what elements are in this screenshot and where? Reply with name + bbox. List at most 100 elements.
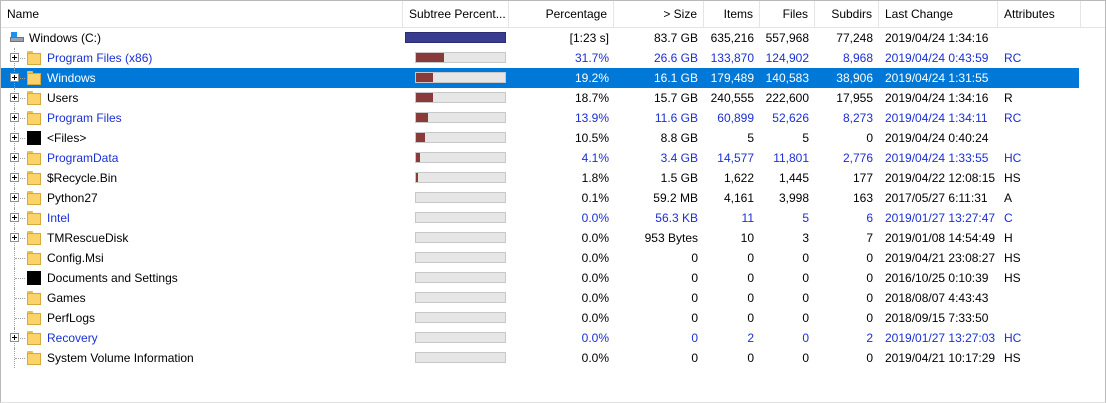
table-row[interactable]: Games 0.0% 0 0 0 0 2018/08/07 4:43:43 (1, 288, 1079, 308)
header-attributes[interactable]: Attributes (998, 1, 1081, 27)
header-files[interactable]: Files (760, 1, 815, 27)
subtree-percent-bar (415, 172, 506, 183)
header-size[interactable]: > Size (614, 1, 704, 27)
folder-body (27, 193, 41, 205)
table-row[interactable]: TMRescueDisk 0.0% 953 Bytes 10 3 7 2019/01/08 … (1, 228, 1079, 248)
subtree-percent-bar (415, 132, 506, 143)
size-cell: 0 (691, 311, 698, 325)
expand-plus-icon[interactable] (10, 333, 19, 342)
attributes-cell: HC (1004, 151, 1022, 165)
table-row[interactable]: Intel 0.0% 56.3 KB 11 5 6 2019/01/27 13:27:47 C (1, 208, 1079, 228)
folder-icon (27, 71, 41, 85)
header-subtree-percent[interactable]: Subtree Percent... (403, 1, 509, 27)
table-row[interactable]: System Volume Information 0.0% 0 0 0 0 2019/04… (1, 348, 1079, 368)
subtree-percent-bar (415, 212, 506, 223)
tree-branch (15, 318, 25, 320)
expand-plus-icon[interactable] (10, 113, 19, 122)
table-row[interactable]: Program Files 13.9% 11.6 GB 60,899 52,626 8,2… (1, 108, 1079, 128)
expand-plus-icon[interactable] (10, 53, 19, 62)
last-change-cell: 2019/04/22 12:08:15 (885, 171, 996, 185)
subtree-percent-bar (415, 292, 506, 303)
table-row[interactable]: $Recycle.Bin 1.8% 1.5 GB 1,622 1,445 177 2019/… (1, 168, 1079, 188)
subtree-percent-bar (405, 32, 506, 43)
subtree-percent-bar (415, 112, 506, 123)
subtree-percent-fill (416, 113, 428, 122)
subtree-percent-fill (416, 93, 433, 102)
subdirs-cell: 6 (866, 211, 873, 225)
table-row[interactable]: Python27 0.1% 59.2 MB 4,161 3,998 163 2017/05/… (1, 188, 1079, 208)
table-row[interactable]: Program Files (x86) 31.7% 26.6 GB 133,870 12… (1, 48, 1079, 68)
table-row[interactable]: Recovery 0.0% 0 2 0 2 2019/01/27 13:27:03 HC (1, 328, 1079, 348)
files-cell: 124,902 (765, 51, 809, 65)
last-change-cell: 2019/01/08 14:54:49 (885, 231, 996, 245)
folder-icon (27, 331, 41, 345)
table-row[interactable]: Windows (C:) [1:23 s] 83.7 GB 635,216 557,96… (1, 28, 1079, 48)
tree-branch (15, 358, 25, 360)
table-row[interactable]: <Files> 10.5% 8.8 GB 5 5 0 2019/04/24 0:40:24 (1, 128, 1079, 148)
table-row[interactable]: PerfLogs 0.0% 0 0 0 0 2018/09/15 7:33:50 (1, 308, 1079, 328)
table-row[interactable]: Windows 19.2% 16.1 GB 179,489 140,583 38,906 2… (1, 68, 1079, 88)
folder-body (27, 53, 41, 65)
folder-body (27, 313, 41, 325)
folder-icon (27, 151, 41, 165)
table-row[interactable]: Documents and Settings 0.0% 0 0 0 0 2016/10/25… (1, 268, 1079, 288)
expand-plus-icon[interactable] (10, 213, 19, 222)
expand-plus-icon[interactable] (10, 93, 19, 102)
items-cell: 0 (747, 351, 754, 365)
folder-tab (27, 351, 33, 354)
attributes-cell: R (1004, 91, 1013, 105)
attributes-cell (1004, 128, 1074, 148)
header-items[interactable]: Items (704, 1, 760, 27)
files-cell: 140,583 (765, 71, 809, 85)
subdirs-cell: 77,248 (836, 31, 873, 45)
name-cell: Games (47, 291, 86, 305)
subdirs-cell: 7 (866, 231, 873, 245)
expand-plus-icon[interactable] (10, 73, 19, 82)
percentage-cell: 18.7% (574, 91, 609, 105)
table-row[interactable]: Users 18.7% 15.7 GB 240,555 222,600 17,955 201… (1, 88, 1079, 108)
subdirs-cell: 2,776 (842, 151, 873, 165)
folder-icon (27, 171, 41, 185)
expand-plus-icon[interactable] (10, 193, 19, 202)
name-cell: PerfLogs (47, 311, 96, 325)
expand-plus-icon[interactable] (10, 233, 19, 242)
tree-line (14, 288, 16, 308)
folder-tab (27, 251, 33, 254)
items-cell: 635,216 (710, 31, 754, 45)
percentage-cell: 0.0% (581, 251, 609, 265)
percentage-cell: 0.0% (581, 291, 609, 305)
folder-body (27, 353, 41, 365)
header-last-change[interactable]: Last Change (879, 1, 998, 27)
expand-plus-icon[interactable] (10, 173, 19, 182)
drive-body-icon (10, 37, 24, 42)
name-cell: Recovery (47, 331, 98, 345)
expand-plus-icon[interactable] (10, 133, 19, 142)
header-subdirs[interactable]: Subdirs (815, 1, 879, 27)
table-row[interactable]: ProgramData 4.1% 3.4 GB 14,577 11,801 2,776 20… (1, 148, 1079, 168)
folder-body (27, 293, 41, 305)
header-name[interactable]: Name (1, 1, 403, 27)
subtree-percent-bar (415, 312, 506, 323)
subdirs-cell: 163 (852, 191, 873, 205)
files-cell: 222,600 (765, 91, 809, 105)
last-change-cell: 2019/04/24 1:34:16 (885, 31, 989, 45)
table-row[interactable]: Config.Msi 0.0% 0 0 0 0 2019/04/21 23:08:27 HS (1, 248, 1079, 268)
attributes-cell: C (1004, 211, 1013, 225)
folder-body (27, 113, 41, 125)
subdirs-cell: 0 (866, 251, 873, 265)
percentage-cell: 0.0% (581, 311, 609, 325)
items-cell: 1,622 (723, 171, 754, 185)
percentage-cell: 0.0% (581, 231, 609, 245)
subdirs-cell: 0 (866, 291, 873, 305)
header-percentage[interactable]: Percentage (509, 1, 614, 27)
tree-branch (15, 158, 25, 160)
files-cell: 0 (802, 311, 809, 325)
subtree-percent-bar (415, 272, 506, 283)
folder-body (27, 173, 41, 185)
folder-body (27, 153, 41, 165)
tree-line (14, 348, 16, 368)
expand-plus-icon[interactable] (10, 153, 19, 162)
tree-branch (15, 338, 25, 340)
folder-body (27, 213, 41, 225)
items-cell: 10 (740, 231, 754, 245)
